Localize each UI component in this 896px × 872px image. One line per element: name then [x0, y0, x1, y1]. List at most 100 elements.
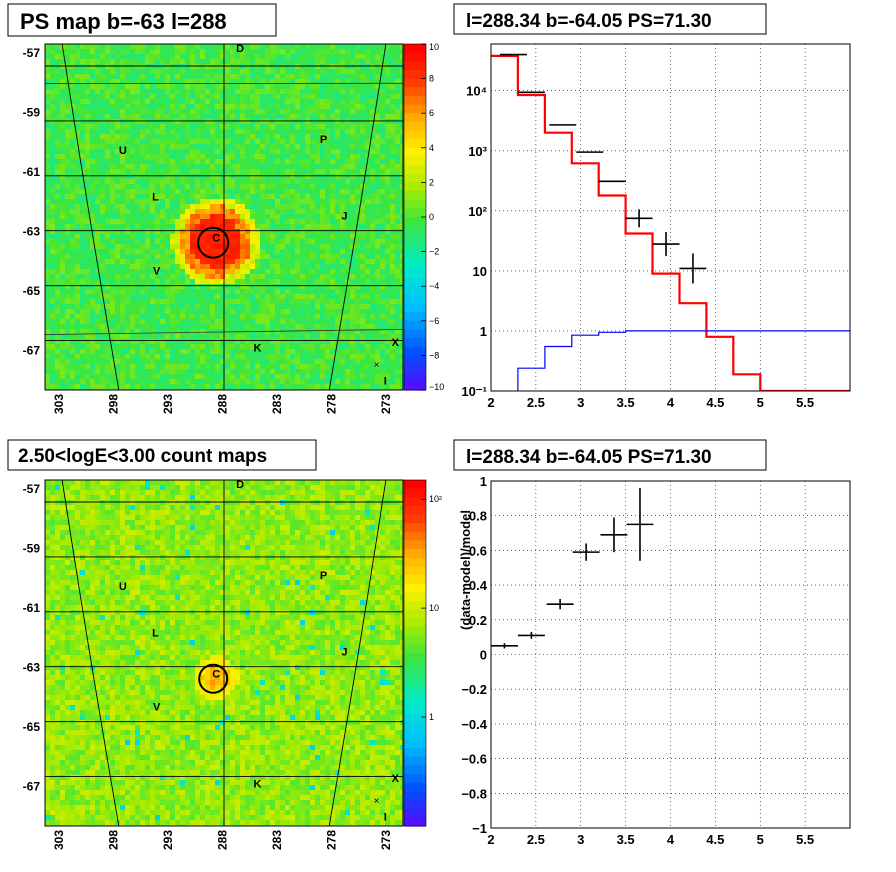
map-pixel — [390, 194, 395, 199]
map-pixel — [100, 369, 105, 374]
map-pixel — [200, 64, 205, 69]
map-pixel — [125, 359, 130, 364]
map-pixel — [225, 109, 230, 114]
map-pixel — [265, 314, 270, 319]
map-pixel — [330, 69, 335, 74]
map-pixel — [235, 84, 240, 89]
map-pixel — [380, 344, 385, 349]
map-pixel — [360, 54, 365, 59]
map-pixel — [325, 259, 330, 264]
map-pixel — [225, 279, 230, 284]
map-pixel — [140, 239, 145, 244]
map-pixel — [60, 164, 65, 169]
map-pixel — [210, 329, 215, 334]
map-pixel — [160, 324, 165, 329]
map-pixel — [50, 344, 55, 349]
map-pixel — [260, 379, 265, 384]
map-pixel — [225, 379, 230, 384]
map-pixel — [195, 339, 200, 344]
map-pixel — [65, 379, 70, 384]
map-pixel — [160, 219, 165, 224]
map-pixel — [45, 139, 50, 144]
map-pixel — [325, 224, 330, 229]
map-pixel — [85, 49, 90, 54]
map-pixel — [345, 354, 350, 359]
map-pixel — [45, 119, 50, 124]
map-pixel — [340, 184, 345, 189]
map-pixel — [365, 224, 370, 229]
map-pixel — [275, 339, 280, 344]
map-pixel — [380, 294, 385, 299]
map-pixel — [320, 169, 325, 174]
map-pixel — [320, 204, 325, 209]
map-pixel — [335, 264, 340, 269]
map-pixel — [345, 299, 350, 304]
map-pixel — [225, 194, 230, 199]
map-pixel — [250, 379, 255, 384]
map-pixel — [105, 299, 110, 304]
map-pixel — [340, 344, 345, 349]
map-pixel — [205, 284, 210, 289]
map-pixel — [75, 129, 80, 134]
map-pixel — [245, 359, 250, 364]
map-pixel — [135, 329, 140, 334]
map-pixel — [190, 59, 195, 64]
map-pixel — [120, 244, 125, 249]
map-pixel — [260, 369, 265, 374]
map-pixel — [115, 329, 120, 334]
map-pixel — [255, 99, 260, 104]
map-pixel — [170, 129, 175, 134]
map-pixel — [95, 99, 100, 104]
map-pixel — [270, 104, 275, 109]
map-pixel — [310, 339, 315, 344]
map-pixel — [80, 319, 85, 324]
map-pixel — [320, 209, 325, 214]
map-pixel — [260, 79, 265, 84]
map-pixel — [255, 84, 260, 89]
map-pixel — [360, 384, 365, 389]
map-pixel — [350, 169, 355, 174]
map-pixel — [175, 119, 180, 124]
map-pixel — [175, 359, 180, 364]
map-pixel — [185, 129, 190, 134]
map-pixel — [95, 129, 100, 134]
map-pixel — [375, 209, 380, 214]
map-pixel — [300, 339, 305, 344]
map-pixel — [355, 174, 360, 179]
map-pixel — [60, 104, 65, 109]
map-pixel — [200, 354, 205, 359]
map-pixel — [60, 134, 65, 139]
map-pixel — [260, 249, 265, 254]
map-pixel — [180, 174, 185, 179]
map-pixel — [370, 299, 375, 304]
map-pixel — [50, 109, 55, 114]
map-pixel — [375, 214, 380, 219]
map-pixel — [355, 59, 360, 64]
map-pixel — [125, 154, 130, 159]
map-pixel — [150, 44, 155, 49]
map-pixel — [380, 89, 385, 94]
map-pixel — [95, 104, 100, 109]
map-pixel — [230, 239, 235, 244]
map-pixel — [250, 249, 255, 254]
map-pixel — [275, 299, 280, 304]
map-pixel — [155, 134, 160, 139]
map-pixel — [375, 59, 380, 64]
map-pixel — [215, 234, 220, 239]
map-pixel — [350, 189, 355, 194]
map-pixel — [265, 209, 270, 214]
map-pixel — [365, 249, 370, 254]
map-pixel — [310, 64, 315, 69]
map-pixel — [145, 189, 150, 194]
map-pixel — [315, 289, 320, 294]
map-pixel — [120, 304, 125, 309]
map-pixel — [165, 304, 170, 309]
map-pixel — [375, 69, 380, 74]
map-pixel — [130, 304, 135, 309]
map-pixel — [160, 359, 165, 364]
map-pixel — [275, 199, 280, 204]
map-pixel — [340, 74, 345, 79]
map-pixel — [285, 189, 290, 194]
map-pixel — [110, 324, 115, 329]
map-pixel — [70, 204, 75, 209]
